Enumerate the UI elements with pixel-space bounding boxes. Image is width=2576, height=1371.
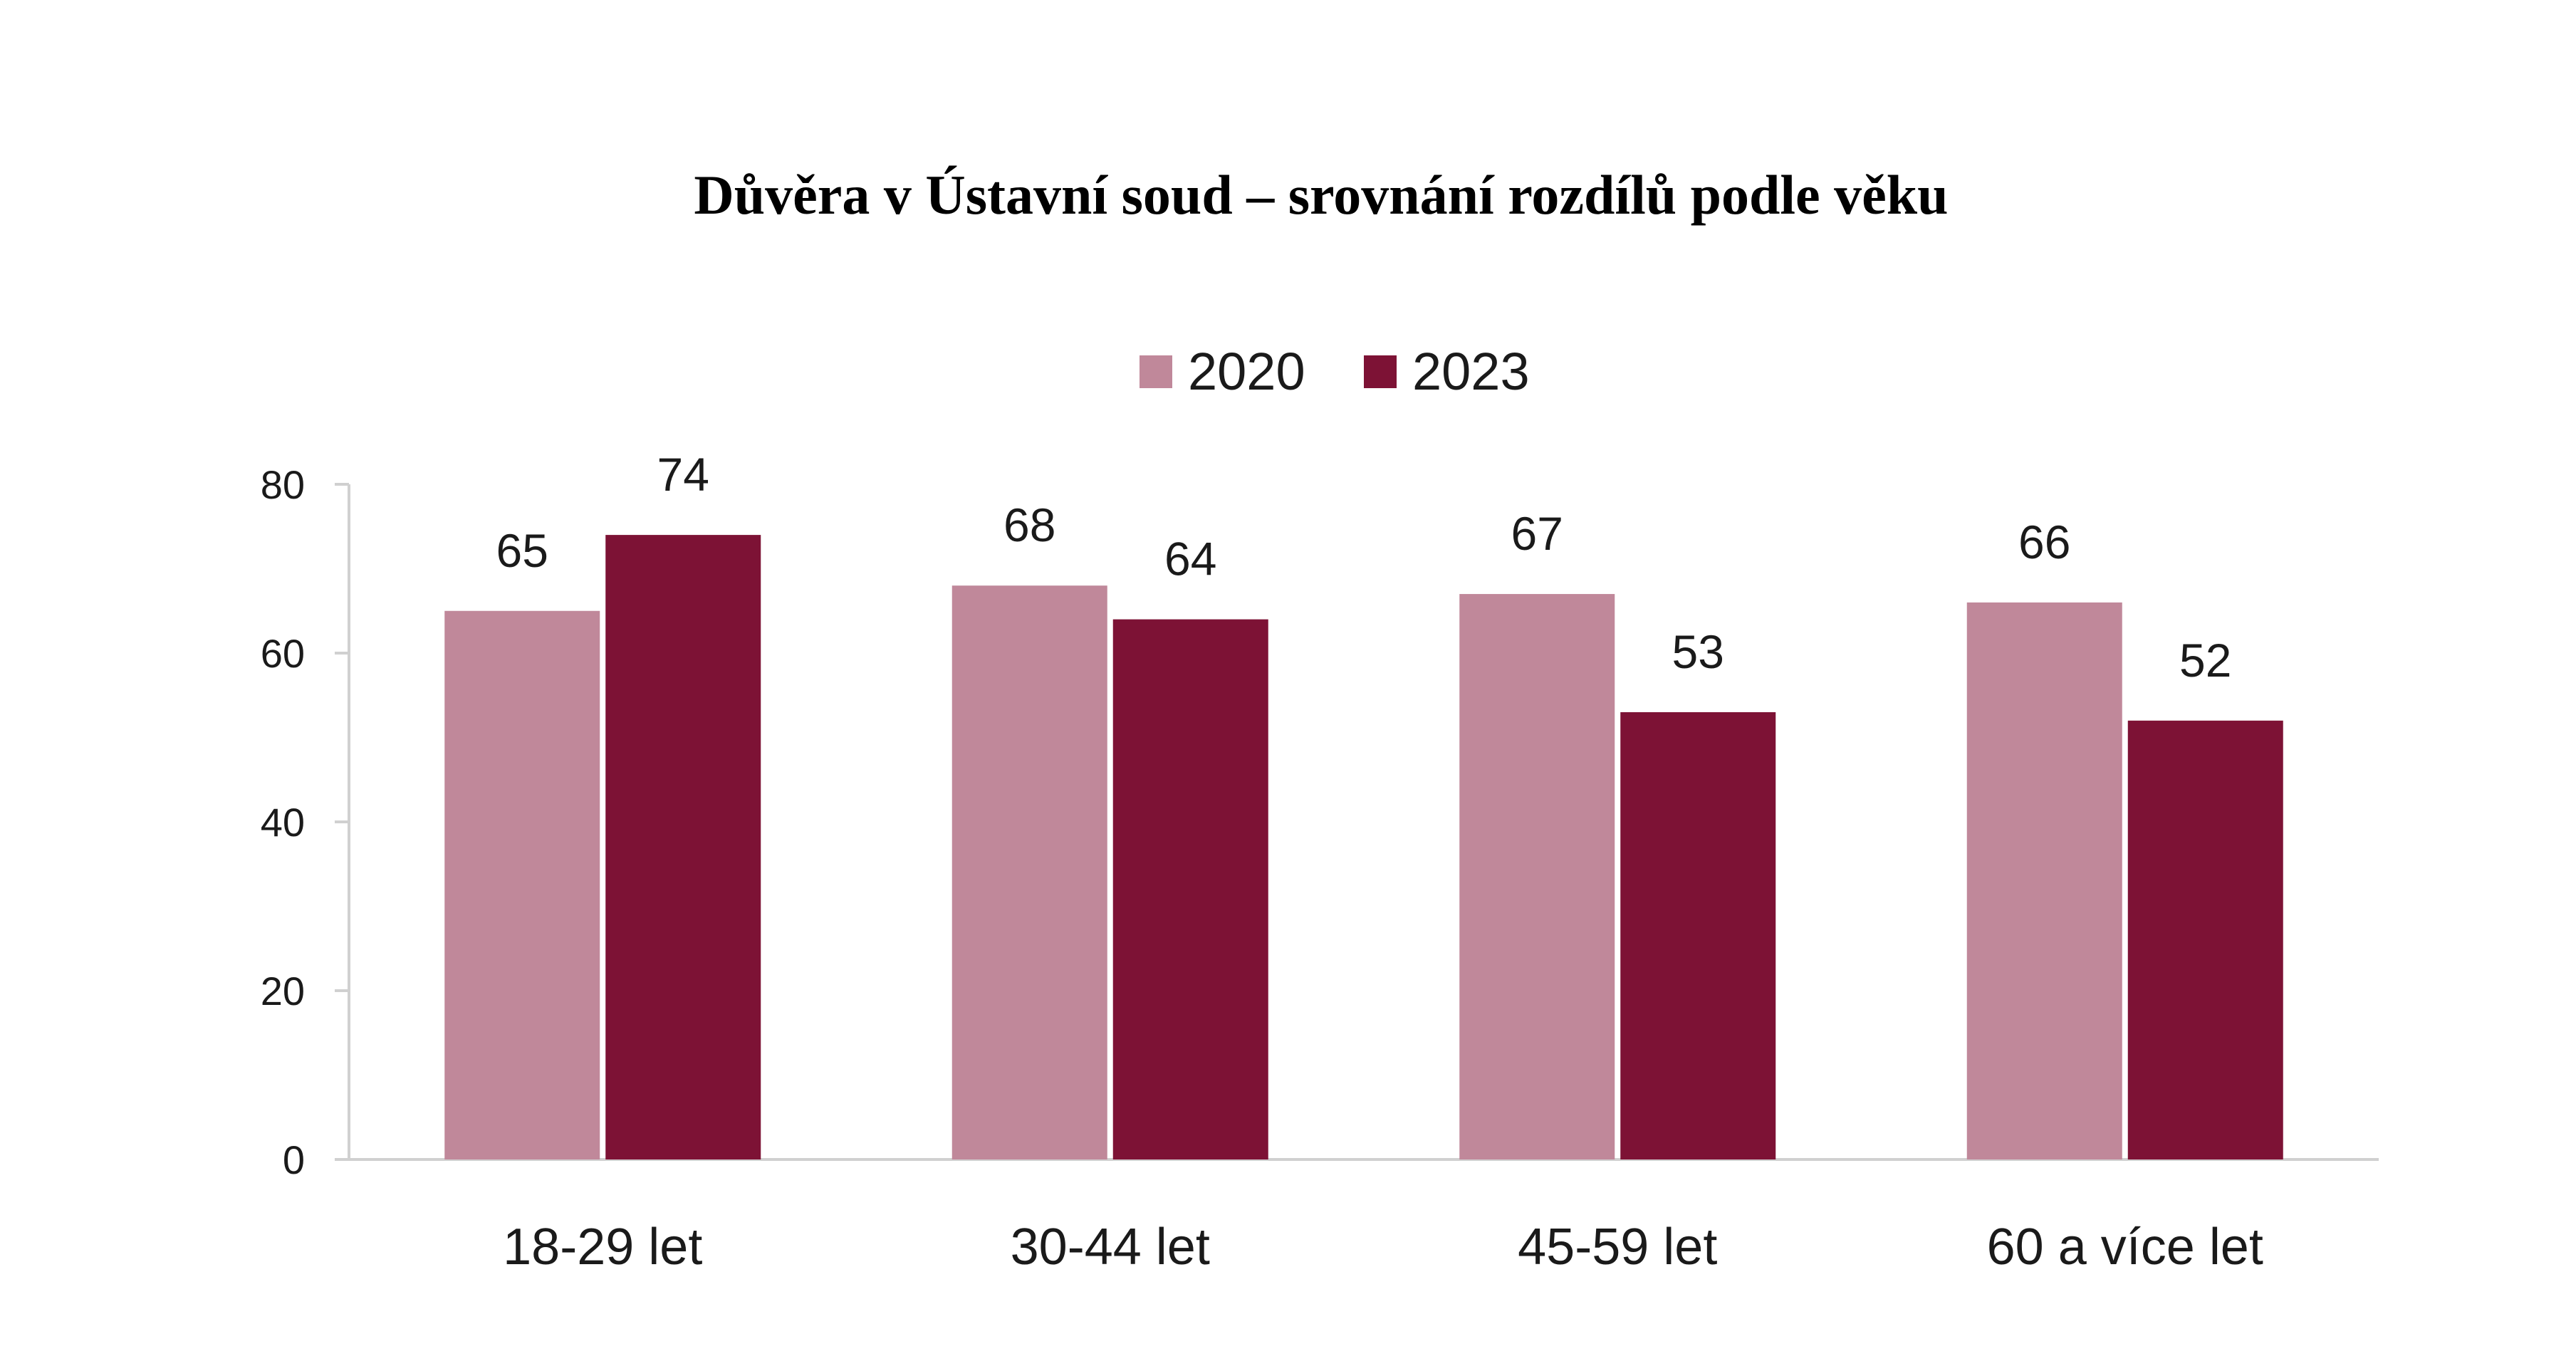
y-tick-label: 20 bbox=[261, 969, 305, 1013]
bar-2023-1 bbox=[1112, 619, 1268, 1159]
x-axis: 18-29 let 30-44 let 45-59 let 60 a více let bbox=[349, 1158, 2379, 1276]
legend-label-2020: 2020 bbox=[1188, 342, 1305, 401]
data-label-2020-2: 67 bbox=[1511, 507, 1563, 560]
y-axis: 0 20 40 60 80 bbox=[261, 462, 350, 1182]
data-labels-group: 65 74 68 64 67 53 66 52 bbox=[496, 448, 2232, 687]
data-label-2020-3: 66 bbox=[2018, 516, 2070, 568]
data-label-2023-0: 74 bbox=[657, 448, 709, 501]
bar-2020-3 bbox=[1966, 602, 2122, 1159]
y-tick-label: 0 bbox=[283, 1137, 305, 1182]
x-category-label: 45-59 let bbox=[1518, 1219, 1717, 1276]
bars-group bbox=[444, 535, 2283, 1159]
bar-2023-0 bbox=[605, 535, 761, 1159]
data-label-2023-3: 52 bbox=[2179, 634, 2231, 687]
bar-2020-0 bbox=[444, 610, 600, 1159]
data-label-2020-0: 65 bbox=[496, 524, 548, 577]
bar-2023-3 bbox=[2127, 720, 2283, 1159]
legend-swatch-2020 bbox=[1140, 355, 1172, 388]
legend-label-2023: 2023 bbox=[1412, 342, 1530, 401]
x-category-label: 30-44 let bbox=[1011, 1219, 1210, 1276]
bar-2023-2 bbox=[1620, 711, 1776, 1159]
x-category-label: 18-29 let bbox=[503, 1219, 702, 1276]
data-label-2023-2: 53 bbox=[1672, 625, 1724, 678]
bar-2020-1 bbox=[951, 585, 1107, 1159]
y-tick-label: 60 bbox=[261, 631, 305, 676]
bar-2020-2 bbox=[1459, 594, 1615, 1159]
legend-swatch-2023 bbox=[1364, 355, 1397, 388]
y-tick-label: 40 bbox=[261, 800, 305, 845]
x-category-label: 60 a více let bbox=[1987, 1219, 2263, 1276]
chart-title: Důvěra v Ústavní soud – srovnání rozdílů… bbox=[694, 164, 1948, 226]
data-label-2020-1: 68 bbox=[1003, 499, 1055, 551]
data-label-2023-1: 64 bbox=[1164, 533, 1216, 585]
y-tick-label: 80 bbox=[261, 462, 305, 507]
legend: 2020 2023 bbox=[1140, 342, 1530, 401]
